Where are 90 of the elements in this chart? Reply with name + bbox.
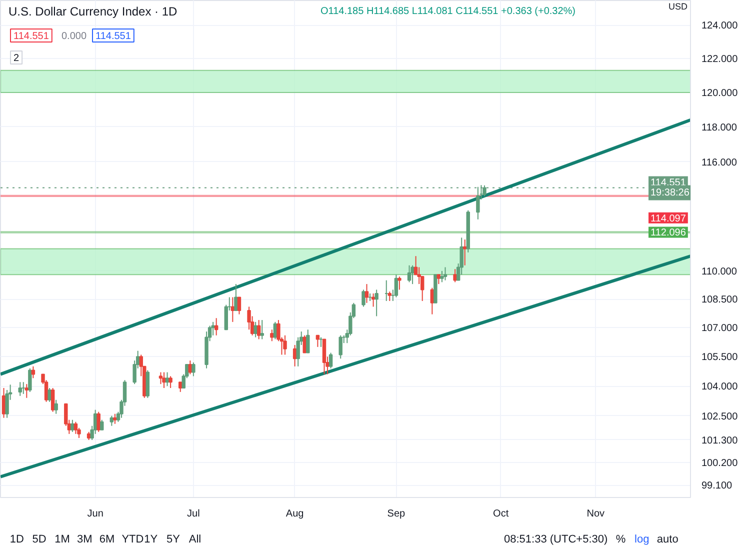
candlestick [192,362,196,377]
candlestick [338,334,342,360]
candlestick [214,318,218,336]
candlestick [394,274,398,298]
text: 5D [32,534,46,546]
chart-title: U.S. Dollar Currency Index · 1D [8,4,178,18]
candlestick [100,419,104,430]
candlestick [398,276,402,290]
ref-line-label: 114.551 [650,177,686,188]
candlestick [18,382,22,396]
y-tick-label: 108.500 [702,294,738,306]
text: 08:51:33 (UTC+5:30) [504,534,608,546]
candlestick [113,413,117,424]
y-tick-label: 107.000 [702,323,738,334]
x-tick-label: Nov [586,508,605,520]
candlestick [48,388,52,402]
candlestick [158,372,163,385]
x-tick-label: Aug [286,508,304,520]
candlestick [453,268,457,283]
candlestick [234,284,238,311]
annotation: 114.551 [96,31,132,42]
candlestick [254,321,258,338]
text: 1D [10,534,24,546]
y-tick-label: 120.000 [702,88,738,99]
candlestick [28,368,32,392]
text: 1M [54,534,70,546]
text: auto [656,534,678,546]
candlestick [54,399,58,414]
y-tick-label: 122.000 [702,54,738,66]
y-tick-label: 100.200 [702,458,738,469]
y-tick-label: 102.500 [702,411,738,422]
candlestick [74,421,78,434]
annotation: 114.551 [14,31,50,42]
annotation: 2 [14,53,20,64]
candlestick [371,292,376,308]
candlestick [260,320,264,340]
candlestick [328,352,333,369]
text: log [634,534,650,546]
candlestick [362,289,366,308]
candlestick [237,296,242,315]
candlestick [110,415,114,426]
y-tick-label: 116.000 [702,157,738,168]
candlestick [440,270,444,283]
y-tick-label: 124.000 [702,20,738,32]
candlestick [322,338,326,375]
candlestick [31,366,36,379]
annotation: 0.000 [62,31,87,42]
ref-line-label: 114.097 [650,213,686,224]
candlestick [50,388,55,412]
text: 1Y [144,534,158,546]
candlestick [168,376,172,388]
candlestick [316,334,320,348]
candlestick [178,382,182,392]
candlestick [306,329,310,354]
x-tick-label: Jun [87,508,104,520]
candlestick [96,411,100,432]
x-tick-label: Sep [387,508,406,520]
candlestick [443,266,448,281]
y-tick-label: 105.500 [702,352,738,364]
y-tick-label: 118.000 [702,122,738,134]
candlestick [436,274,441,285]
y-tick-label: 99.100 [702,480,733,492]
text: 6M [99,534,115,546]
y-tick-label: 110.000 [702,266,738,278]
candlestick [463,238,467,266]
text: O114.185 H114.685 L114.081 C114.551 +0.363 (+0.32%) [320,6,576,17]
candlestick [407,264,412,283]
candlestick [24,384,29,398]
candlestick [270,329,274,342]
candlestick [388,291,392,302]
text: All [188,534,202,546]
y-tick-label: 104.000 [702,382,738,393]
candlestick [364,284,369,304]
y-tick-label: 101.300 [702,435,738,446]
text: 3M [76,534,92,546]
text: % [616,534,626,546]
candlestick [256,320,261,340]
ref-line-label: 112.096 [650,228,686,239]
x-tick-label: Jul [187,508,200,520]
text: YTD [122,534,144,546]
candlestick [70,419,74,432]
text: 5Y [166,534,181,546]
candlestick [283,334,287,356]
candlestick [374,289,378,317]
annotation: 19:38:26 [650,187,690,198]
candlestick [410,264,414,285]
candlestick [162,372,166,388]
x-tick-label: Oct [493,508,509,520]
y-axis-title: USD [668,2,688,12]
candlestick [146,370,150,398]
